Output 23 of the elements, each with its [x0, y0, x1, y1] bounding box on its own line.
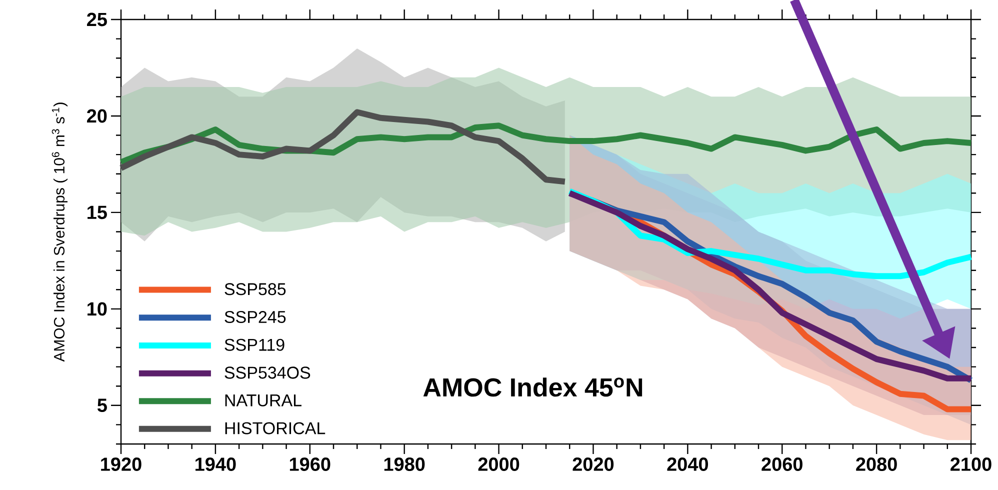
y-tick-label: 10 [88, 302, 107, 316]
annotation: AMOC Index 45$^{o}$N [423, 378, 642, 397]
x-tick-label: 2080 [856, 458, 897, 471]
legend-label: NATURAL [225, 394, 302, 406]
y-tick-label: 5 [97, 398, 107, 412]
x-tick-label: 1920 [101, 458, 142, 471]
x-tick-label: 2100 [950, 458, 992, 471]
y-tick-label: 25 [87, 12, 107, 26]
y-tick-label: 20 [87, 109, 107, 123]
x-tick-label: 1960 [290, 458, 330, 471]
x-tick-label: 2040 [667, 458, 708, 471]
legend-label: HISTORICAL [225, 422, 326, 434]
legend-label: SSP585 [224, 283, 286, 296]
x-tick-label: 2060 [762, 458, 802, 471]
y-tick-label: 15 [88, 206, 107, 220]
x-tick-label: 2000 [478, 458, 520, 471]
x-tick-label: 1940 [196, 458, 236, 471]
legend-label: SSP119 [224, 338, 284, 351]
x-tick-label: 2020 [572, 458, 614, 471]
y-axis-title: AMOC Index in Sverdrups ( 10$^{6}$ m$^{3}$ s$^{-1}$) [52, 102, 68, 362]
legend-label: SSP245 [224, 310, 286, 324]
x-tick-label: 1980 [384, 458, 425, 471]
legend-label: SSP534OS [224, 366, 310, 379]
